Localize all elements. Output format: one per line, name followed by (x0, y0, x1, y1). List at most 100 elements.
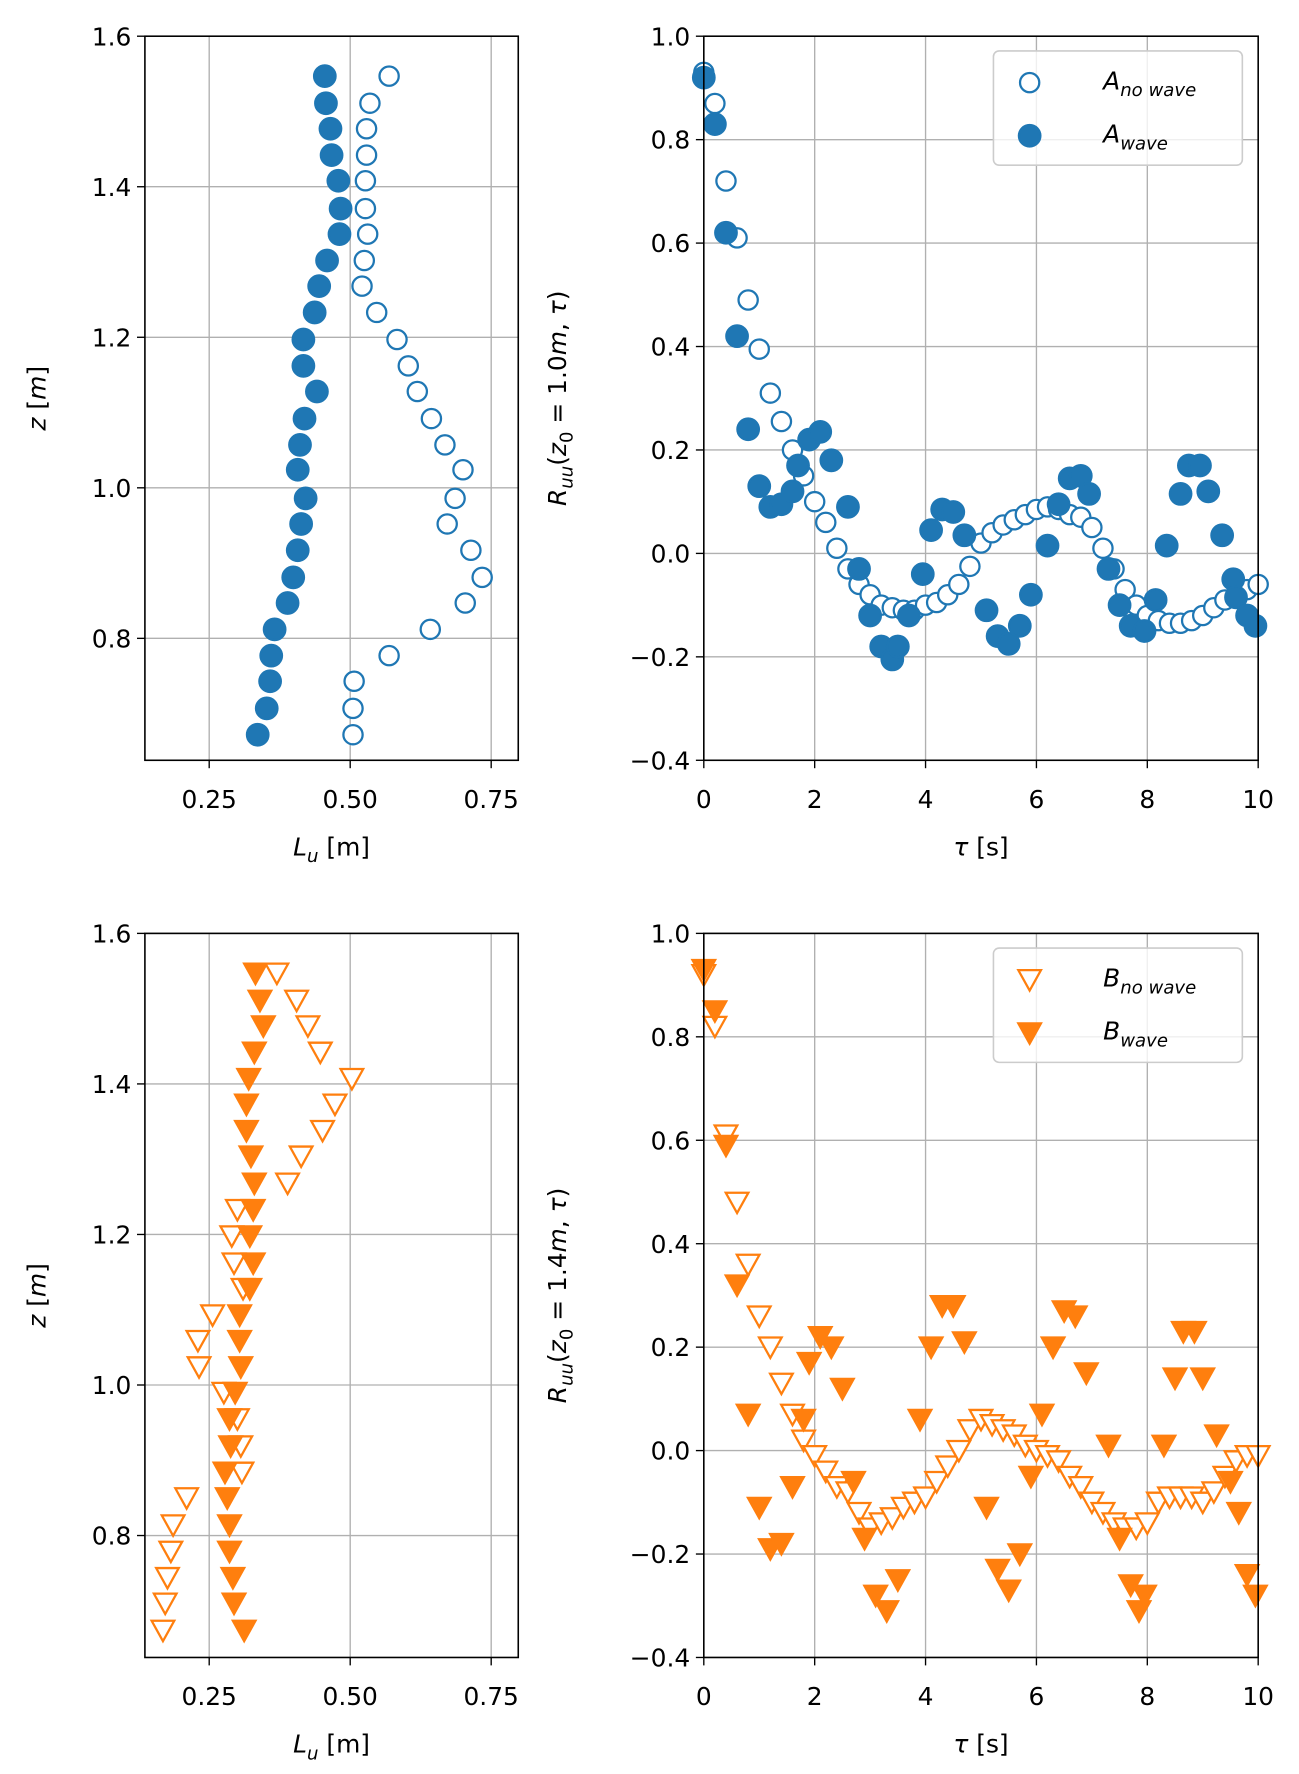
data-point (239, 1198, 267, 1223)
data-point (1188, 453, 1212, 478)
data-point (291, 354, 316, 378)
data-point (220, 1592, 248, 1617)
data-point (951, 1331, 978, 1356)
label-part: B (1103, 1017, 1120, 1046)
data-point (291, 327, 316, 352)
x-tick-label: 0 (696, 785, 712, 814)
label-part: [ (22, 400, 51, 418)
data-point (712, 1134, 740, 1159)
label-part: uu (557, 1363, 578, 1386)
data-point (1046, 492, 1071, 517)
axes-frame (703, 35, 1259, 762)
label-part: m (22, 376, 51, 400)
data-point (397, 355, 420, 377)
data-point (851, 1527, 878, 1552)
label-part: u (307, 846, 318, 867)
label-part: u (307, 1743, 318, 1764)
data-point (259, 643, 284, 668)
data-point (803, 490, 826, 513)
data-point (436, 513, 458, 535)
x-tick-label: 2 (807, 1682, 823, 1711)
y-tick-label: 1.0 (92, 474, 132, 503)
data-point (812, 1460, 840, 1485)
label-part: z (543, 442, 572, 457)
data-point (157, 1540, 185, 1565)
data-point (747, 474, 772, 499)
data-point (237, 1145, 265, 1170)
data-point (343, 670, 365, 693)
label-part: 0 (557, 431, 578, 443)
x-tick-label: 8 (1139, 1682, 1155, 1711)
y-tick-label: 1.4 (92, 1070, 132, 1099)
y-tick-label: 0.6 (651, 1126, 691, 1155)
data-point (715, 170, 737, 192)
data-point (342, 723, 364, 746)
data-point (419, 618, 442, 641)
data-point (1196, 479, 1221, 504)
data-point (326, 168, 351, 193)
data-point (1095, 1434, 1122, 1459)
label-part: wave (1120, 1031, 1168, 1052)
data-point (780, 479, 805, 504)
data-point (801, 1445, 828, 1469)
data-point (819, 448, 844, 473)
data-point (216, 1540, 243, 1565)
data-point (230, 1619, 258, 1644)
data-point (226, 1304, 253, 1329)
x-tick-label: 0.25 (182, 1682, 237, 1711)
data-point (1077, 482, 1101, 506)
data-point (984, 1558, 1011, 1583)
data-point (826, 537, 848, 559)
data-point (365, 301, 388, 324)
data-point (250, 1015, 277, 1040)
data-point (736, 417, 761, 442)
data-point (242, 962, 269, 987)
data-point (149, 1619, 177, 1644)
legend-label: Ano wave (1101, 66, 1196, 101)
label-part: τ (953, 832, 969, 861)
data-point (233, 1119, 260, 1144)
data-point (217, 1435, 244, 1460)
y-tick-label: 0.0 (651, 539, 691, 568)
x-tick-label: 2 (807, 785, 823, 814)
data-point (314, 91, 338, 116)
data-point (1007, 613, 1032, 638)
x-tick-label: 0.75 (463, 1682, 518, 1711)
data-point (795, 1351, 823, 1376)
data-point (885, 634, 910, 659)
data-point (1035, 533, 1060, 558)
x-tick-label: 6 (1029, 1682, 1045, 1711)
data-point (815, 511, 837, 534)
data-point (285, 457, 310, 482)
data-point (293, 486, 318, 511)
data-point (701, 1000, 729, 1025)
x-tick-label: 4 (918, 1682, 934, 1711)
data-point (768, 1532, 795, 1557)
data-point (759, 382, 782, 404)
data-point (934, 1455, 961, 1480)
data-point (862, 1584, 889, 1609)
label-part: [s] (968, 1730, 1008, 1759)
data-point (1019, 582, 1043, 607)
data-point (342, 697, 364, 720)
data-point (1224, 585, 1248, 610)
label-part: m (543, 1228, 572, 1252)
y-tick-label: −0.2 (630, 643, 690, 672)
data-point (184, 1329, 212, 1354)
data-point (275, 591, 300, 615)
y-tick-label: 0.8 (651, 126, 691, 155)
x-tick-label: 6 (1029, 785, 1045, 814)
data-point (307, 1041, 334, 1066)
data-point (452, 459, 474, 481)
data-point (1017, 1465, 1045, 1490)
legend-marker (1018, 71, 1041, 94)
label-part: ( (543, 1353, 572, 1363)
label-part: uu (557, 466, 578, 489)
data-point (281, 565, 306, 590)
axes-frame (703, 932, 1259, 1659)
data-point (734, 1253, 762, 1278)
data-point (1131, 1584, 1158, 1609)
data-point (444, 487, 466, 510)
label-part: , (543, 315, 572, 331)
